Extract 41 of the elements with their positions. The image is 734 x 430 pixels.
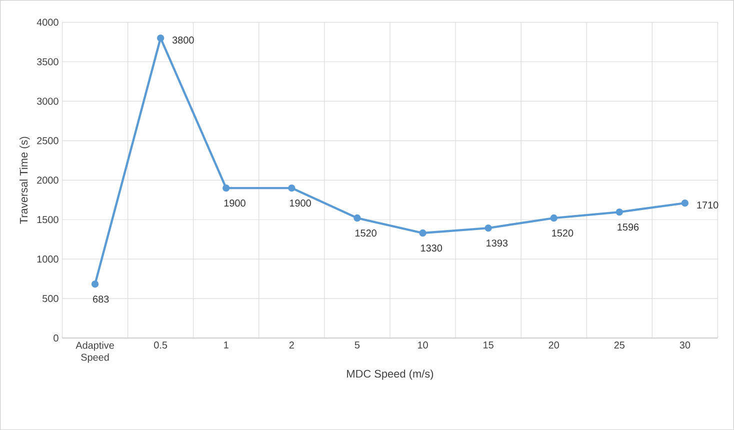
data-label: 1330: [421, 244, 442, 252]
data-label: 1520: [356, 229, 376, 236]
x-tick-label: 2: [289, 341, 294, 348]
data-label: 683: [93, 296, 109, 303]
y-tick-label: 3500: [36, 58, 58, 66]
point: [91, 280, 99, 288]
y-axis-title: Traversal Time (s): [20, 136, 30, 224]
data-label: 1393: [486, 239, 508, 247]
x-tick-label: 25: [614, 341, 625, 348]
x-tick-label: 5: [354, 341, 360, 348]
x-tick-label: 30: [680, 341, 690, 348]
point: [288, 184, 296, 192]
point: [354, 214, 361, 222]
x-tick-label: Adaptive Speed: [76, 341, 114, 363]
point: [156, 34, 164, 42]
y-tick-label: 2000: [37, 176, 58, 184]
data-label: 1596: [618, 223, 639, 230]
y-tick-label: 1500: [37, 216, 58, 224]
point: [222, 184, 230, 192]
x-tick-label: 0.5: [154, 341, 168, 348]
x-tick-label: 20: [548, 341, 559, 348]
x-tick-label: 15: [484, 341, 494, 348]
point: [550, 214, 558, 222]
y-tick-label: 3000: [36, 98, 58, 105]
y-tick-label: 1000: [37, 255, 58, 262]
point: [484, 224, 492, 232]
point: [419, 229, 426, 237]
data-label: 3800: [172, 36, 194, 44]
x-tick-label: 1: [224, 341, 228, 348]
y-tick-label: 0: [54, 334, 58, 342]
data-label: 1520: [552, 229, 574, 236]
data-label: 1710: [697, 201, 718, 208]
data-label: 1900: [224, 199, 246, 206]
y-tick-label: 2500: [37, 137, 58, 144]
point: [681, 199, 689, 207]
y-tick-label: 4000: [36, 18, 58, 26]
data-label: 1900: [290, 199, 311, 206]
x-axis-title: MDC Speed (m/s): [347, 369, 434, 380]
point: [616, 208, 623, 216]
x-tick-label: 10: [418, 341, 428, 348]
y-tick-label: 500: [42, 294, 58, 302]
